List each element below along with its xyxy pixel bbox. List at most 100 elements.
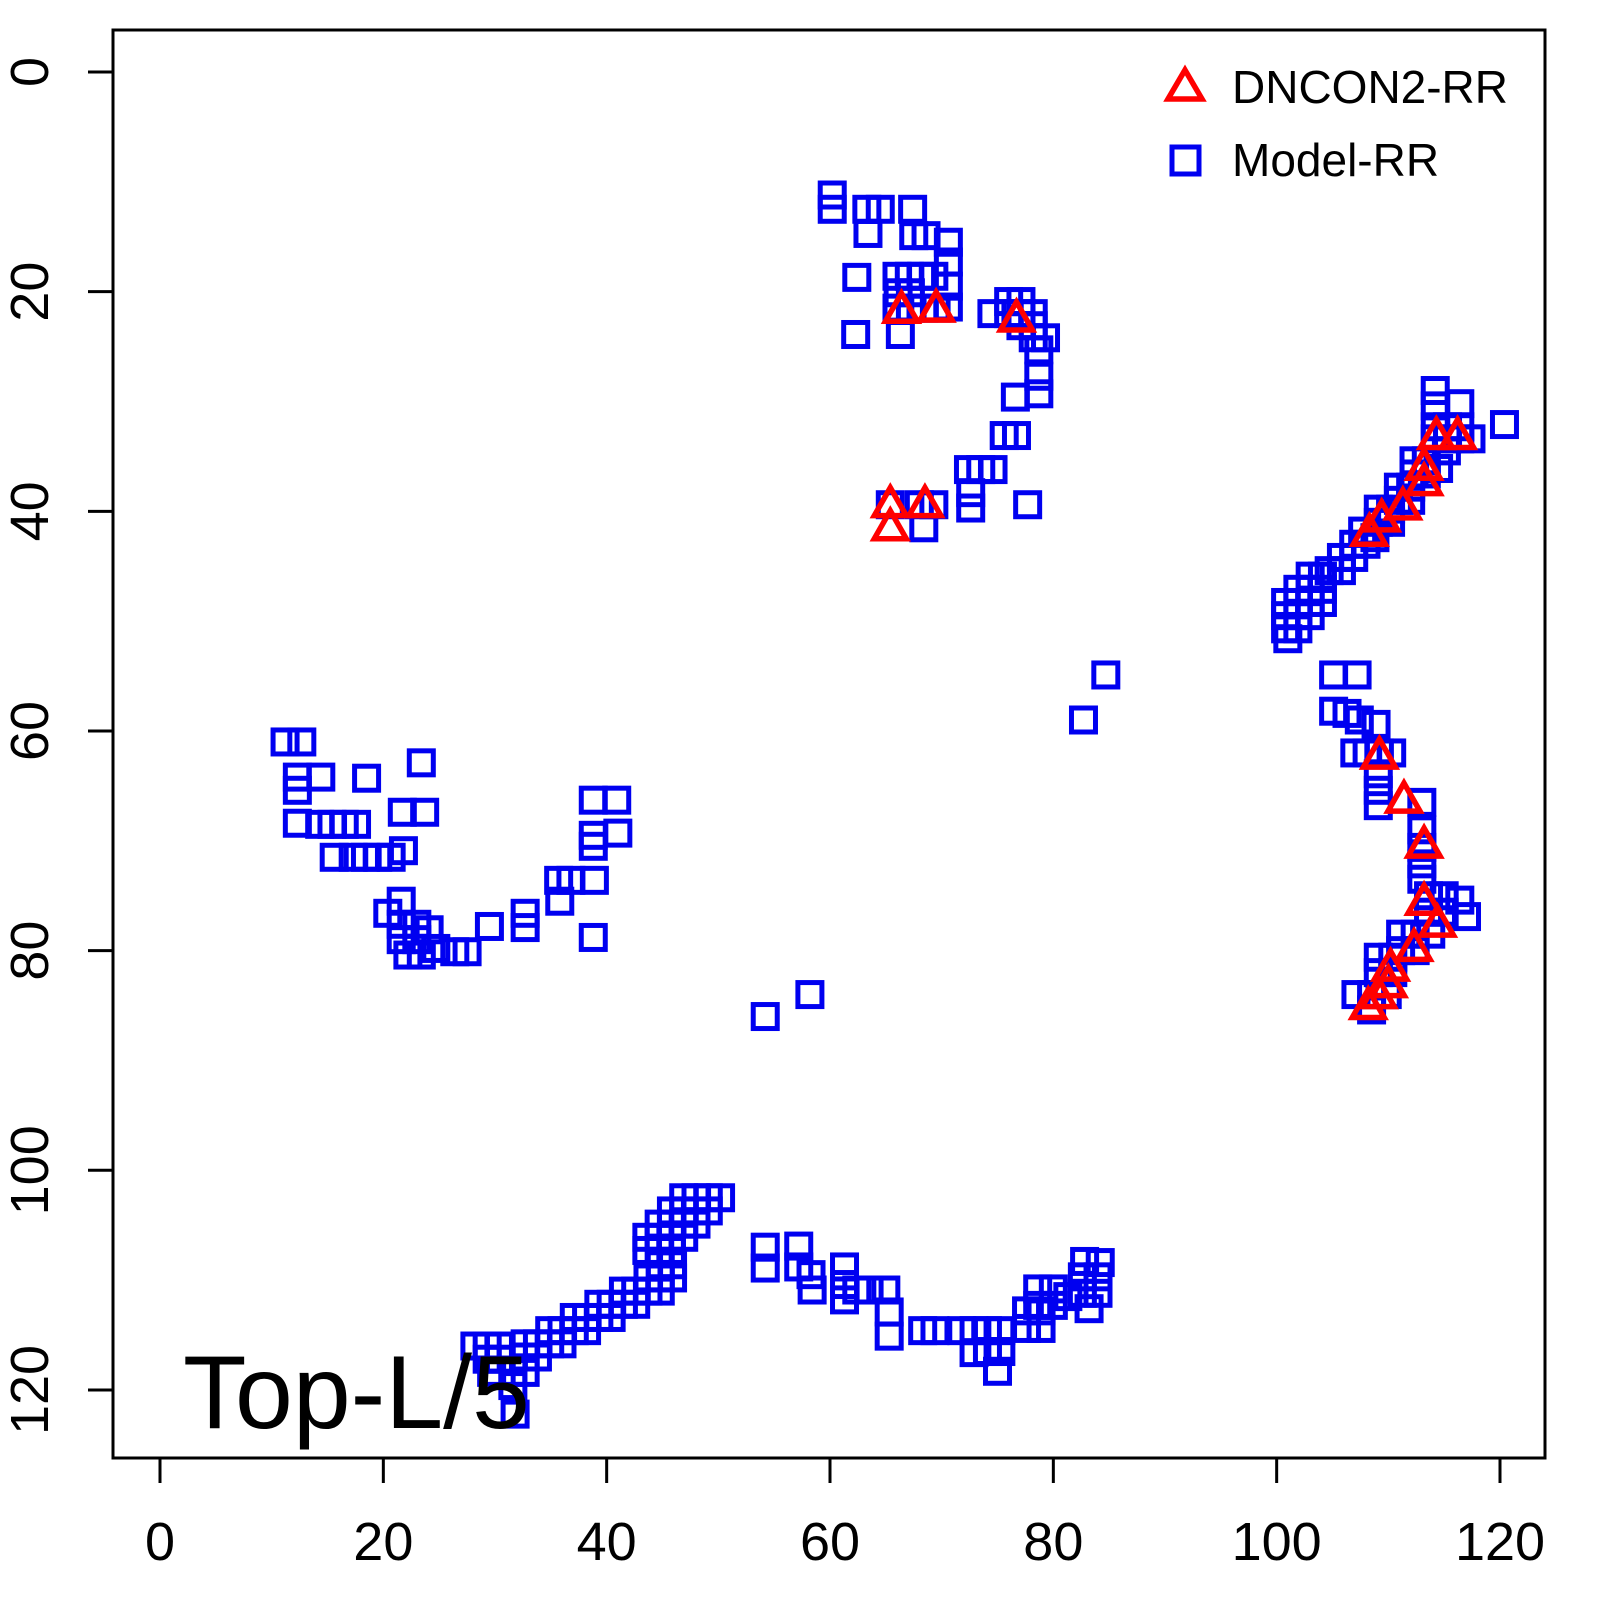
dncon2-rr-triangle xyxy=(1403,460,1445,497)
model-rr-square xyxy=(898,194,928,224)
model-rr-square xyxy=(1024,361,1054,391)
y-tick-label: 120 xyxy=(0,1345,60,1435)
model-rr-square xyxy=(1363,759,1393,789)
model-rr-square xyxy=(1023,1274,1053,1304)
model-rr-square xyxy=(1489,410,1519,440)
model-rr-square xyxy=(1038,1274,1068,1304)
model-rr-square xyxy=(874,1321,904,1351)
model-rr-square xyxy=(352,763,382,793)
dncon2-rr-triangle xyxy=(915,286,957,323)
model-rr-square xyxy=(983,1356,1013,1386)
y-tick-label: 20 xyxy=(0,262,60,322)
dncon2-rr-series xyxy=(869,286,1479,1021)
model-rr-square xyxy=(933,227,963,257)
model-rr-square xyxy=(817,194,847,224)
model-rr-square xyxy=(1407,787,1437,817)
model-rr-square xyxy=(1068,705,1098,735)
model-rr-square xyxy=(986,1337,1016,1367)
model-rr-square xyxy=(750,1232,780,1262)
x-axis: 0 20 40 60 80 100 120 xyxy=(145,1458,1545,1572)
y-tick-label: 40 xyxy=(0,481,60,541)
model-rr-series xyxy=(270,180,1519,1429)
model-rr-square xyxy=(706,1183,736,1213)
model-rr-square xyxy=(750,1002,780,1032)
dncon2-rr-triangle xyxy=(1348,510,1391,547)
model-rr-square xyxy=(270,727,300,757)
model-rr-square xyxy=(1070,1246,1100,1276)
legend-label-model: Model-RR xyxy=(1232,134,1439,186)
model-rr-square xyxy=(1083,1278,1113,1308)
model-rr-square xyxy=(956,478,986,508)
model-rr-square xyxy=(406,940,436,970)
model-rr-square xyxy=(500,1399,530,1429)
x-tick-label: 80 xyxy=(1023,1512,1083,1572)
model-rr-square xyxy=(1273,624,1303,654)
model-rr-square xyxy=(306,762,336,792)
model-rr-square xyxy=(920,1316,950,1346)
model-rr-square xyxy=(386,909,416,939)
model-rr-square xyxy=(421,933,451,963)
model-rr-square xyxy=(452,937,482,967)
model-rr-square xyxy=(784,1231,814,1261)
model-rr-square xyxy=(956,493,986,523)
x-tick-label: 20 xyxy=(353,1512,413,1572)
model-rr-square xyxy=(1013,490,1043,520)
model-rr-square xyxy=(388,836,418,866)
model-rr-square xyxy=(386,925,416,955)
model-rr-square xyxy=(1023,1290,1053,1320)
x-tick-label: 120 xyxy=(1455,1512,1545,1572)
legend: DNCON2-RR Model-RR xyxy=(1163,61,1508,186)
dncon2-rr-triangle xyxy=(904,482,946,519)
model-rr-square xyxy=(287,727,317,757)
model-rr-square xyxy=(796,1260,826,1290)
plot-border xyxy=(111,28,1547,1460)
model-rr-square xyxy=(1407,849,1437,879)
model-rr-square xyxy=(1344,705,1374,735)
dncon2-rr-triangle xyxy=(1393,925,1435,963)
dncon2-rr-triangle xyxy=(1347,984,1389,1021)
model-rr-square xyxy=(1012,1313,1042,1343)
dncon2-rr-triangle xyxy=(1369,945,1412,982)
model-rr-square xyxy=(1000,382,1030,412)
model-rr-square xyxy=(1363,791,1393,821)
model-rr-square xyxy=(750,1253,780,1283)
model-rr-square xyxy=(1420,376,1450,406)
model-rr-square xyxy=(578,785,608,815)
y-tick-label: 60 xyxy=(0,701,60,761)
model-rr-square xyxy=(1342,660,1372,690)
model-rr-square xyxy=(1001,421,1031,451)
dncon2-rr-triangle xyxy=(1436,413,1479,451)
dncon2-rr-triangle xyxy=(1403,444,1445,482)
model-rr-square xyxy=(830,1252,860,1282)
model-rr-square xyxy=(1445,389,1475,419)
model-rr-square xyxy=(1407,815,1437,845)
model-rr-square xyxy=(853,218,883,248)
model-rr-square xyxy=(854,1275,884,1305)
dncon2-rr-triangle xyxy=(1383,777,1425,814)
model-rr-square xyxy=(1026,1313,1056,1343)
model-rr-square xyxy=(1074,1294,1104,1324)
model-rr-square xyxy=(319,842,349,872)
dncon2-rr-triangle xyxy=(1416,901,1459,938)
y-tick-label: 0 xyxy=(0,57,60,87)
dncon2-rr-triangle xyxy=(1360,496,1403,533)
model-rr-square xyxy=(545,886,575,916)
model-rr-square xyxy=(406,748,436,778)
model-rr-square xyxy=(410,797,440,827)
model-rr-square xyxy=(1024,379,1054,409)
model-rr-square xyxy=(498,1371,528,1401)
model-rr-square xyxy=(978,455,1008,485)
legend-triangle-icon xyxy=(1163,64,1207,102)
dncon2-rr-triangle xyxy=(869,505,912,542)
model-rr-square xyxy=(1361,709,1391,739)
model-rr-square xyxy=(795,980,825,1010)
model-rr-square xyxy=(842,262,872,292)
model-rr-square xyxy=(1091,660,1121,690)
plot-title: Top-L/5 xyxy=(183,1335,530,1451)
x-tick-label: 0 xyxy=(145,1512,175,1572)
y-axis: 0 20 40 60 80 100 120 xyxy=(0,57,113,1435)
dncon2-rr-triangle xyxy=(1358,733,1401,770)
model-rr-square xyxy=(342,809,372,839)
